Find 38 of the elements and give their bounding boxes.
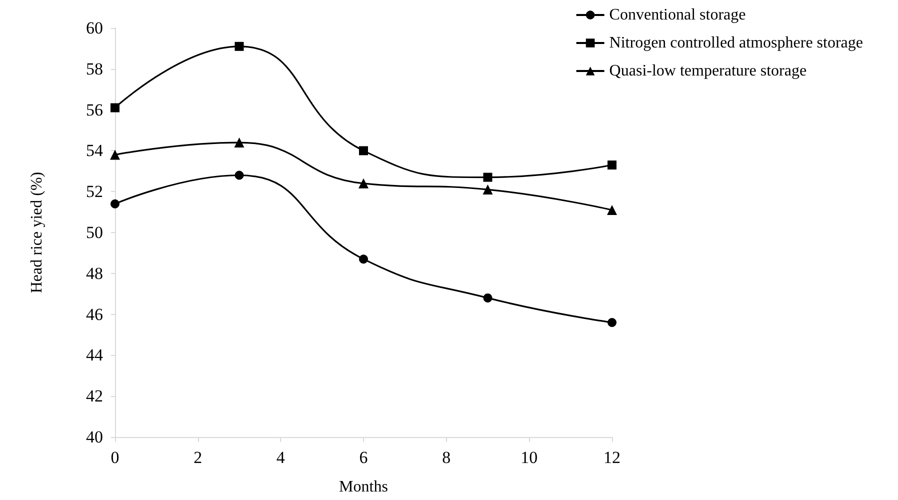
y-axis-title: Head rice yied (%) bbox=[28, 172, 46, 294]
x-tick-label: 2 bbox=[194, 448, 202, 467]
point bbox=[234, 138, 244, 148]
point bbox=[608, 318, 616, 327]
y-tick-label: 42 bbox=[86, 386, 103, 406]
legend-label: Quasi-low temperature storage bbox=[609, 62, 807, 80]
point bbox=[483, 293, 492, 302]
y-tick-label: 56 bbox=[86, 100, 103, 120]
y-tick-label: 58 bbox=[86, 59, 103, 78]
x-tick-label: 4 bbox=[276, 448, 286, 467]
y-tick-label: 60 bbox=[86, 18, 103, 38]
y-tick-label: 52 bbox=[86, 182, 103, 202]
point bbox=[358, 178, 368, 188]
y-tick-label: 48 bbox=[86, 264, 103, 283]
point bbox=[234, 170, 244, 180]
x-tick-label: 12 bbox=[604, 448, 620, 467]
x-tick-label: 0 bbox=[110, 448, 120, 467]
x-tick-label: 8 bbox=[442, 448, 451, 467]
point bbox=[110, 199, 120, 208]
x-axis-title: Months bbox=[339, 478, 388, 496]
y-tick-label: 40 bbox=[86, 428, 103, 446]
point bbox=[482, 184, 493, 195]
point bbox=[359, 254, 368, 264]
y-tick-label: 54 bbox=[86, 141, 104, 160]
point bbox=[234, 42, 244, 51]
x-tick-label: 6 bbox=[359, 448, 368, 467]
y-tick-label: 50 bbox=[86, 223, 103, 242]
x-tick-label: 10 bbox=[520, 448, 538, 467]
legend-label: Nitrogen controlled atmosphere storage bbox=[609, 34, 864, 52]
point bbox=[607, 205, 617, 216]
point bbox=[483, 172, 492, 182]
point bbox=[608, 160, 616, 170]
y-tick-label: 46 bbox=[86, 304, 103, 324]
point bbox=[110, 150, 120, 160]
point bbox=[110, 103, 120, 112]
y-tick-label: 44 bbox=[86, 346, 104, 365]
legend-label: Conventional storage bbox=[609, 6, 746, 24]
point bbox=[359, 146, 368, 156]
